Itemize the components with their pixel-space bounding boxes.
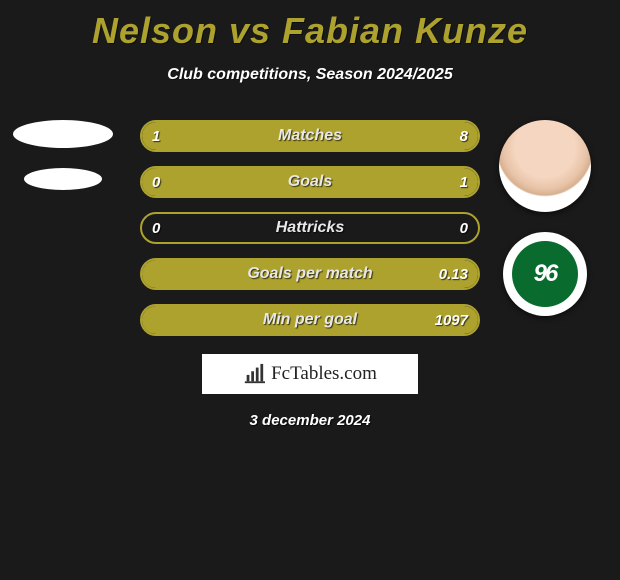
stat-bar: Min per goal1097 [140,304,480,336]
bar-value-left: 0 [152,174,160,191]
left-player-photo-placeholder [13,120,113,148]
stats-bars: 1Matches80Goals10Hattricks0Goals per mat… [140,120,480,336]
club-logo-text: 96 [534,260,557,288]
bar-value-right: 0 [460,220,468,237]
brand-box: FcTables.com [202,354,418,394]
brand-text: FcTables.com [271,363,377,385]
bar-label: Matches [142,127,478,145]
bar-value-right: 1 [460,174,468,191]
right-player-column: 96 [490,120,600,316]
stat-bar: Goals per match0.13 [140,258,480,290]
bar-value-right: 0.13 [439,266,468,283]
stat-bar: 0Hattricks0 [140,212,480,244]
left-club-logo-placeholder [24,168,102,190]
bar-label: Min per goal [142,311,478,329]
bar-chart-icon [243,363,265,385]
bar-label: Goals per match [142,265,478,283]
right-player-photo [499,120,591,212]
right-club-logo: 96 [503,232,587,316]
subtitle: Club competitions, Season 2024/2025 [0,66,620,84]
stat-bar: 1Matches8 [140,120,480,152]
page-title: Nelson vs Fabian Kunze [0,0,620,52]
bar-value-right: 1097 [435,312,468,329]
comparison-content: 96 1Matches80Goals10Hattricks0Goals per … [0,120,620,336]
bar-value-left: 1 [152,128,160,145]
left-player-column [8,120,118,190]
date-line: 3 december 2024 [0,412,620,429]
bar-value-right: 8 [460,128,468,145]
club-logo-inner: 96 [512,241,578,307]
bar-label: Hattricks [142,219,478,237]
bar-label: Goals [142,173,478,191]
stat-bar: 0Goals1 [140,166,480,198]
bar-value-left: 0 [152,220,160,237]
